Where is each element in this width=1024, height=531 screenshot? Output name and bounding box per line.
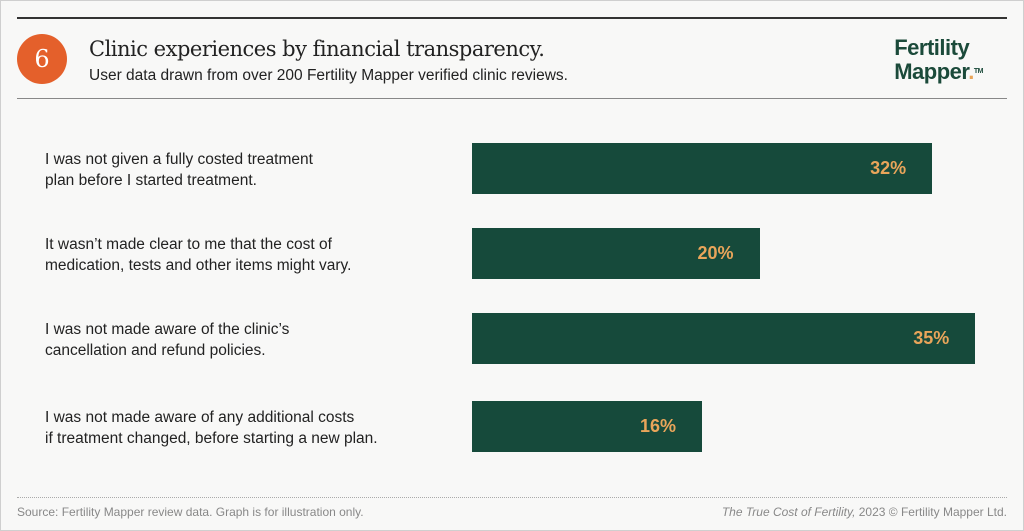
category-label: It wasn’t made clear to me that the cost… (45, 234, 465, 276)
source-note: Source: Fertility Mapper review data. Gr… (17, 505, 364, 519)
category-label-line: if treatment changed, before starting a … (45, 430, 378, 447)
bar: 35% (472, 313, 976, 364)
logo-line2: Mapper (894, 59, 969, 84)
category-label: I was not given a fully costed treatment… (45, 149, 465, 191)
bar: 20% (472, 228, 760, 279)
data-label: 16% (640, 416, 677, 436)
header-rule (17, 98, 1007, 99)
copyright: The True Cost of Fertility, 2023 © Ferti… (722, 505, 1007, 519)
logo-line1: Fertility (894, 35, 970, 60)
category-label: I was not made aware of the clinic’s canc… (45, 319, 465, 361)
category-label-line: cancellation and refund policies. (45, 342, 266, 359)
copyright-text: 2023 © Fertility Mapper Ltd. (855, 505, 1007, 519)
data-label: 35% (913, 328, 950, 348)
bar: 32% (472, 143, 933, 194)
chart-title: Clinic experiences by financial transpar… (89, 37, 545, 61)
chart-subtitle: User data drawn from over 200 Fertility … (89, 67, 568, 84)
data-label: 20% (697, 243, 734, 263)
category-label-line: plan before I started treatment. (45, 172, 257, 189)
category-label-line: I was not given a fully costed treatment (45, 151, 313, 168)
top-rule (17, 17, 1007, 19)
logo-tm: TM (973, 68, 984, 75)
fertility-mapper-logo: Fertility Mapper.TM (894, 35, 984, 84)
data-label: 32% (870, 158, 907, 178)
chart-number-badge: 6 (17, 34, 67, 84)
category-label-line: I was not made aware of any additional c… (45, 409, 355, 426)
category-label-line: I was not made aware of the clinic’s (45, 321, 290, 338)
footer-rule (17, 497, 1007, 498)
publication-title: The True Cost of Fertility, (721, 505, 856, 519)
category-label-line: It wasn’t made clear to me that the cost… (45, 236, 332, 253)
category-label: I was not made aware of any additional c… (45, 407, 465, 449)
bar: 16% (472, 401, 703, 452)
category-label-line: medication, tests and other items might … (45, 257, 352, 274)
